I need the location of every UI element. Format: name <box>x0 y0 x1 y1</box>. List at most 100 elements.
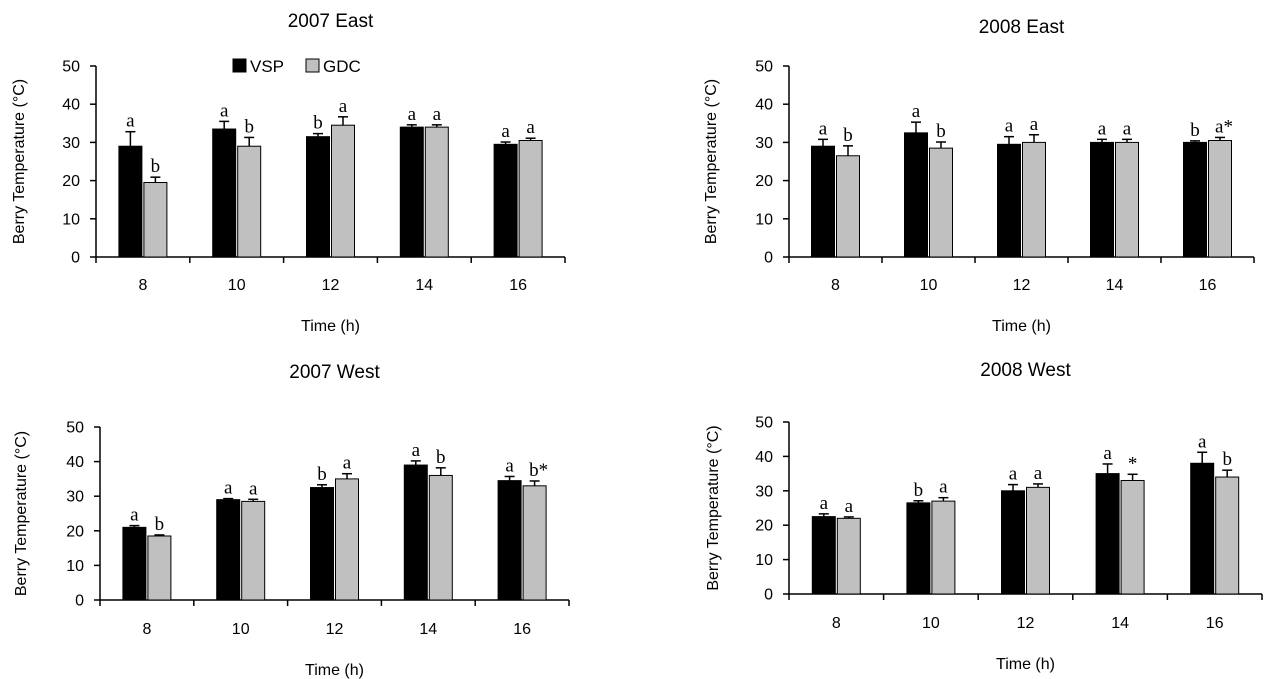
y-tick-label: 50 <box>66 420 84 437</box>
bar-vsp <box>904 132 928 258</box>
y-tick-label: 20 <box>755 173 773 190</box>
bar-vsp <box>118 145 143 258</box>
y-tick-label: 10 <box>755 552 773 569</box>
x-tick-label: 14 <box>415 277 433 294</box>
significance-label: a <box>224 478 233 499</box>
y-tick-label: 50 <box>62 59 80 76</box>
significance-label: a* <box>1215 116 1233 137</box>
x-tick-label: 10 <box>228 277 246 294</box>
significance-label: a <box>412 440 421 461</box>
significance-label: a <box>819 118 828 139</box>
x-tick-label: 8 <box>142 621 151 638</box>
x-axis-label: Time (h) <box>305 662 364 679</box>
significance-label: a <box>339 96 348 117</box>
significance-label: a <box>1098 118 1107 139</box>
significance-label: a <box>1009 464 1018 485</box>
x-tick-label: 12 <box>326 621 344 638</box>
significance-label: b <box>244 116 254 137</box>
x-tick-label: 16 <box>513 621 531 638</box>
chart-title: 2008 West <box>980 360 1071 381</box>
y-tick-label: 20 <box>66 523 84 540</box>
x-tick-label: 8 <box>832 615 841 632</box>
bar-gdc <box>929 147 953 258</box>
y-tick-label: 20 <box>62 173 80 190</box>
bar-vsp <box>403 464 428 601</box>
significance-label: a <box>1123 118 1132 139</box>
bar-gdc <box>1120 479 1145 595</box>
x-tick-label: 8 <box>831 277 840 294</box>
bar-vsp <box>306 136 330 258</box>
significance-label: b <box>317 464 327 485</box>
bar-gdc <box>424 126 449 258</box>
bar-vsp <box>212 128 237 258</box>
bar-gdc <box>237 145 262 258</box>
significance-label: a <box>433 104 442 125</box>
bar-vsp <box>1183 141 1207 258</box>
y-tick-label: 10 <box>755 211 773 228</box>
bar-gdc <box>428 474 453 601</box>
chart-panel-2: 2008 East 0 10 20 30 40 50 Time (h) Berry Temper… <box>703 17 1255 335</box>
significance-label: a <box>130 505 139 526</box>
bar-gdc <box>1215 476 1240 595</box>
bar-gdc <box>836 155 860 258</box>
significance-label: a <box>820 493 829 514</box>
bar-gdc <box>335 478 359 601</box>
significance-label: a <box>1034 463 1043 484</box>
significance-label: b <box>843 125 853 146</box>
significance-label: a <box>1005 116 1014 137</box>
x-axis-label: Time (h) <box>301 318 360 335</box>
y-tick-label: 0 <box>764 587 773 604</box>
y-axis-label: Berry Temperature (°C) <box>705 425 722 590</box>
x-tick-label: 10 <box>920 277 938 294</box>
significance-label: b <box>151 156 161 177</box>
bar-vsp <box>122 526 147 601</box>
significance-label: b <box>1222 449 1232 470</box>
legend-label-vsp: VSP <box>250 57 284 76</box>
x-axis-label: Time (h) <box>996 656 1055 673</box>
bar-vsp <box>399 126 424 258</box>
significance-label: a <box>1030 114 1039 135</box>
chart-title: 2007 West <box>289 362 380 383</box>
significance-label: b <box>436 447 446 468</box>
x-tick-label: 16 <box>1199 277 1217 294</box>
bar-vsp <box>906 502 931 595</box>
legend: VSP GDC <box>232 57 361 76</box>
bar-gdc <box>836 517 861 595</box>
bar-vsp <box>811 145 835 258</box>
significance-label: a <box>220 100 229 121</box>
y-tick-label: 30 <box>62 135 80 152</box>
x-tick-label: 16 <box>1206 615 1224 632</box>
bar-gdc <box>522 485 547 601</box>
y-tick-label: 40 <box>66 454 84 471</box>
y-tick-label: 50 <box>755 59 773 76</box>
y-tick-label: 30 <box>755 135 773 152</box>
bar-vsp <box>1190 462 1215 595</box>
significance-label: a <box>505 455 514 476</box>
y-tick-label: 0 <box>764 250 773 267</box>
y-axis-label: Berry Temperature (°C) <box>11 79 28 244</box>
y-tick-label: 0 <box>75 593 84 610</box>
y-axis-label: Berry Temperature (°C) <box>703 79 720 244</box>
significance-label: a <box>126 111 135 132</box>
significance-label: b* <box>529 460 548 481</box>
x-tick-label: 14 <box>1111 615 1129 632</box>
x-tick-label: 14 <box>1106 277 1124 294</box>
y-tick-label: 40 <box>755 449 773 466</box>
x-tick-label: 12 <box>322 277 340 294</box>
bar-vsp <box>811 516 836 595</box>
x-tick-label: 10 <box>232 621 250 638</box>
bar-gdc <box>143 182 168 258</box>
bar-vsp <box>1001 490 1025 595</box>
bar-gdc <box>241 500 266 601</box>
bar-vsp <box>1095 473 1120 595</box>
significance-label: b <box>936 121 946 142</box>
chart-title: 2007 East <box>288 11 374 32</box>
y-tick-label: 50 <box>755 415 773 432</box>
bar-gdc <box>331 124 355 258</box>
y-tick-label: 20 <box>755 518 773 535</box>
significance-label: a <box>249 478 258 499</box>
bar-gdc <box>1115 141 1139 258</box>
y-tick-label: 0 <box>71 250 80 267</box>
x-axis-label: Time (h) <box>992 318 1051 335</box>
